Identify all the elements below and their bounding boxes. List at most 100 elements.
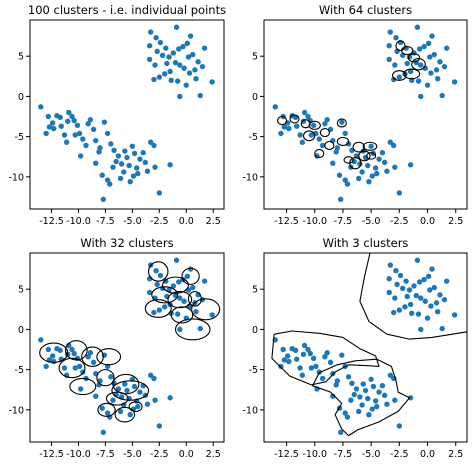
- data-point: [104, 410, 111, 416]
- data-point: [357, 394, 363, 400]
- cluster-ellipse: [151, 286, 179, 304]
- data-point: [421, 276, 427, 283]
- x-tick-label: -5.0: [123, 216, 142, 227]
- y-tick-label: 5: [18, 285, 24, 296]
- data-point: [272, 104, 278, 110]
- data-point: [49, 353, 56, 359]
- data-point: [190, 284, 196, 291]
- data-point: [416, 279, 423, 285]
- data-point: [151, 76, 157, 83]
- data-point: [166, 54, 172, 60]
- cluster-ellipse: [167, 291, 193, 309]
- x-tick-label: -5.0: [362, 216, 381, 227]
- data-point: [137, 389, 143, 395]
- data-point: [146, 289, 153, 296]
- data-point: [177, 326, 183, 333]
- data-point: [324, 117, 330, 123]
- data-point: [162, 71, 168, 77]
- x-tick-label: -7.5: [96, 216, 115, 227]
- data-point: [174, 311, 181, 317]
- data-point: [57, 114, 63, 121]
- data-point: [177, 62, 183, 68]
- data-point: [281, 357, 287, 363]
- data-point: [444, 45, 450, 51]
- cluster-ellipse: [319, 128, 330, 138]
- data-point: [104, 177, 111, 183]
- data-point: [65, 118, 71, 125]
- data-point: [190, 51, 196, 58]
- data-point: [107, 181, 113, 187]
- data-point: [183, 82, 189, 88]
- data-point: [121, 402, 127, 408]
- data-point: [176, 279, 182, 285]
- data-point: [392, 295, 398, 301]
- plot-frame: [263, 252, 468, 443]
- data-point: [344, 414, 351, 420]
- data-point: [372, 398, 379, 404]
- cluster-ellipse: [276, 115, 288, 126]
- data-point: [153, 34, 159, 41]
- data-point: [390, 142, 397, 149]
- data-point: [156, 74, 163, 80]
- cluster-ellipse: [65, 340, 88, 361]
- data-point: [368, 143, 374, 149]
- data-point: [51, 125, 57, 132]
- data-point: [407, 68, 414, 75]
- data-point: [345, 374, 352, 380]
- data-point: [386, 43, 392, 49]
- data-point: [374, 170, 380, 177]
- cluster-ellipse: [148, 261, 169, 282]
- data-point: [414, 24, 421, 30]
- data-point: [384, 401, 390, 407]
- y-tick-label: 0: [18, 92, 24, 103]
- data-point: [93, 137, 99, 144]
- data-point: [387, 372, 394, 378]
- data-point: [45, 346, 52, 353]
- cluster-ellipse: [336, 118, 347, 128]
- data-point: [193, 309, 199, 315]
- data-point: [85, 354, 91, 360]
- data-point: [129, 143, 136, 149]
- data-point: [74, 122, 81, 129]
- data-point: [152, 397, 158, 403]
- data-point: [177, 295, 183, 301]
- data-point: [278, 363, 284, 370]
- data-point: [176, 46, 182, 52]
- data-point: [167, 68, 173, 75]
- data-point: [154, 281, 160, 288]
- cluster-ellipse: [392, 70, 407, 81]
- cluster-ellipse: [162, 276, 189, 294]
- data-point: [396, 74, 403, 80]
- cluster-ellipse: [289, 114, 300, 124]
- plot-frame: [29, 252, 225, 443]
- cluster-ellipse: [96, 369, 115, 387]
- data-point: [154, 48, 160, 55]
- data-point: [144, 168, 151, 174]
- data-point: [360, 381, 366, 387]
- data-point: [387, 139, 394, 145]
- data-point: [345, 141, 352, 147]
- subplot-title: With 64 clusters: [319, 3, 412, 17]
- data-point: [359, 169, 365, 175]
- data-point: [163, 45, 169, 51]
- data-point: [177, 93, 183, 100]
- data-point: [153, 267, 159, 274]
- data-point: [111, 147, 117, 153]
- y-tick-label: -5: [15, 132, 24, 143]
- data-point: [342, 177, 348, 183]
- data-point: [278, 130, 284, 137]
- data-point: [172, 59, 179, 66]
- data-point: [209, 79, 215, 85]
- data-point: [301, 342, 308, 349]
- data-point: [162, 304, 168, 310]
- cluster-ellipse: [302, 130, 316, 142]
- cluster-ellipse: [352, 141, 365, 153]
- x-tick-label: 2.5: [206, 449, 221, 460]
- cluster-ellipse: [105, 391, 129, 406]
- data-point: [110, 164, 116, 170]
- data-point: [100, 429, 106, 436]
- data-point: [76, 363, 83, 370]
- x-tick-label: -10.0: [66, 449, 91, 460]
- cluster-ellipse: [300, 119, 311, 129]
- cluster-ellipse: [112, 373, 140, 395]
